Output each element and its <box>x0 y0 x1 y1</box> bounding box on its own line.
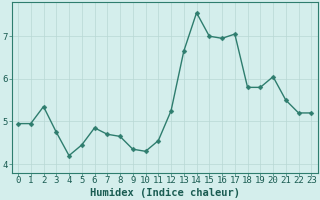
X-axis label: Humidex (Indice chaleur): Humidex (Indice chaleur) <box>90 188 240 198</box>
